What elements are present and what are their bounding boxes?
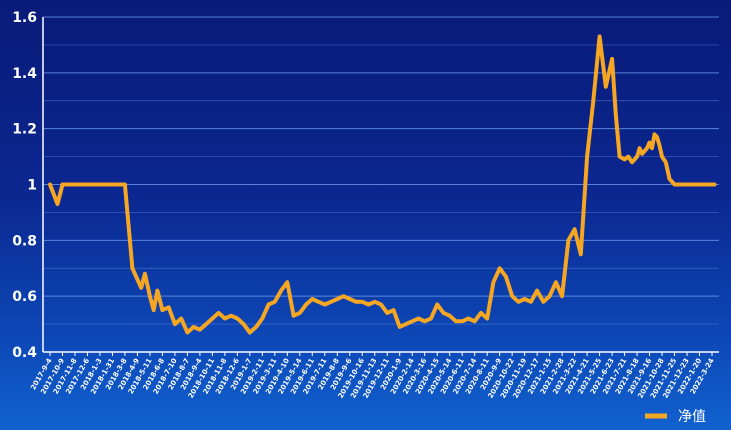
- x-axis-tick-labels: 2017-9-42017-10-92017-11-82017-12-62018-…: [29, 352, 716, 400]
- gridlines: [43, 16, 719, 353]
- series-layer: [48, 34, 717, 335]
- legend: 净值: [645, 409, 706, 425]
- y-tick-label: 0.6: [12, 289, 37, 305]
- legend-label-net-value: 净值: [678, 409, 706, 425]
- series-line-net-value: [48, 34, 717, 335]
- axes: [42, 17, 719, 353]
- y-tick-label: 1.2: [12, 122, 37, 138]
- y-tick-label: 1: [27, 178, 37, 194]
- y-tick-label: 0.4: [12, 345, 37, 361]
- y-tick-label: 1.6: [12, 10, 37, 26]
- y-tick-label: 1.4: [12, 66, 37, 82]
- y-tick-label: 0.8: [12, 233, 37, 249]
- y-axis-tick-labels: 0.4 0.6 0.8 1 1.2 1.4 1.6: [12, 10, 37, 361]
